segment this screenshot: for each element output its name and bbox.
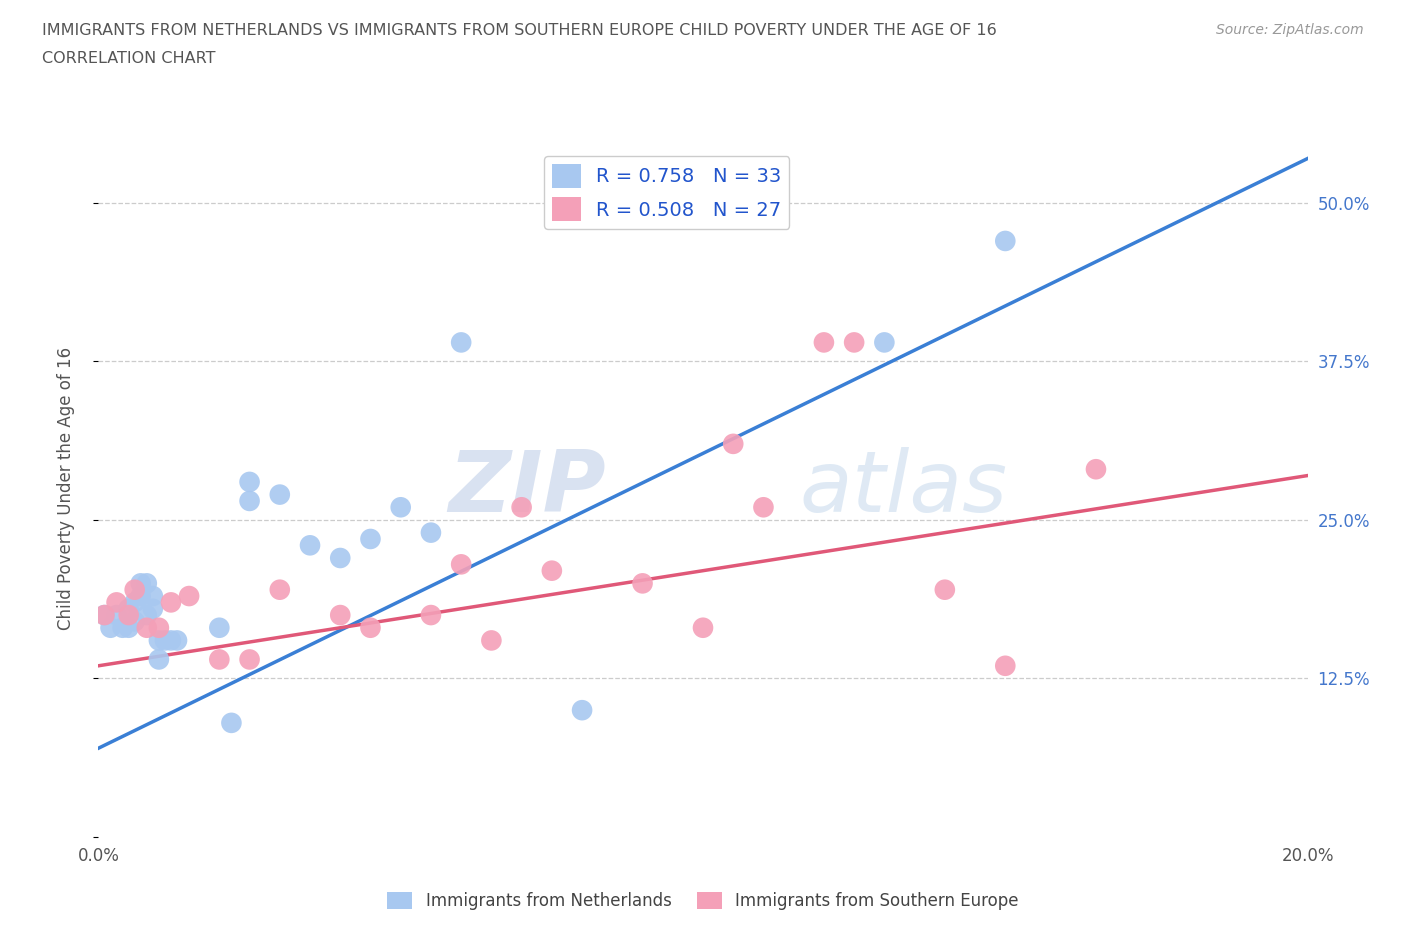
Point bbox=[239, 474, 262, 489]
Point bbox=[179, 589, 201, 604]
Point bbox=[269, 487, 291, 502]
Point bbox=[124, 582, 146, 597]
Point bbox=[105, 595, 128, 610]
Text: CORRELATION CHART: CORRELATION CHART bbox=[42, 51, 215, 66]
Point bbox=[329, 607, 352, 622]
Point bbox=[692, 620, 714, 635]
Point bbox=[239, 494, 262, 509]
Point bbox=[118, 602, 141, 617]
Point bbox=[571, 703, 593, 718]
Y-axis label: Child Poverty Under the Age of 16: Child Poverty Under the Age of 16 bbox=[56, 347, 75, 630]
Point bbox=[221, 715, 243, 730]
Point bbox=[135, 576, 157, 591]
Point bbox=[813, 335, 835, 350]
Point bbox=[148, 620, 170, 635]
Point bbox=[160, 633, 183, 648]
Point bbox=[208, 620, 231, 635]
Point bbox=[100, 620, 122, 635]
Point bbox=[118, 620, 141, 635]
Point bbox=[239, 652, 262, 667]
Legend: R = 0.758   N = 33, R = 0.508   N = 27: R = 0.758 N = 33, R = 0.508 N = 27 bbox=[544, 156, 790, 229]
Point bbox=[166, 633, 188, 648]
Point bbox=[135, 607, 157, 622]
Point bbox=[129, 576, 152, 591]
Point bbox=[135, 620, 157, 635]
Point bbox=[329, 551, 352, 565]
Point bbox=[360, 532, 382, 547]
Point bbox=[142, 602, 165, 617]
Point bbox=[105, 607, 128, 622]
Legend: Immigrants from Netherlands, Immigrants from Southern Europe: Immigrants from Netherlands, Immigrants … bbox=[381, 885, 1025, 917]
Point bbox=[160, 595, 183, 610]
Point bbox=[510, 499, 533, 514]
Point bbox=[208, 652, 231, 667]
Point bbox=[994, 233, 1017, 248]
Point bbox=[148, 652, 170, 667]
Text: Source: ZipAtlas.com: Source: ZipAtlas.com bbox=[1216, 23, 1364, 37]
Point bbox=[450, 557, 472, 572]
Point bbox=[481, 633, 503, 648]
Point bbox=[124, 614, 146, 629]
Point bbox=[129, 589, 152, 604]
Point bbox=[994, 658, 1017, 673]
Point bbox=[111, 620, 134, 635]
Point bbox=[1085, 462, 1108, 477]
Point bbox=[723, 436, 745, 451]
Point bbox=[450, 335, 472, 350]
Point bbox=[934, 582, 956, 597]
Point bbox=[420, 607, 443, 622]
Point bbox=[752, 499, 775, 514]
Point bbox=[124, 595, 146, 610]
Point bbox=[269, 582, 291, 597]
Point bbox=[631, 576, 654, 591]
Point bbox=[360, 620, 382, 635]
Point bbox=[153, 633, 176, 648]
Point bbox=[844, 335, 866, 350]
Point bbox=[540, 564, 562, 578]
Point bbox=[142, 589, 165, 604]
Text: ZIP: ZIP bbox=[449, 446, 606, 530]
Text: IMMIGRANTS FROM NETHERLANDS VS IMMIGRANTS FROM SOUTHERN EUROPE CHILD POVERTY UND: IMMIGRANTS FROM NETHERLANDS VS IMMIGRANT… bbox=[42, 23, 997, 38]
Point bbox=[118, 607, 141, 622]
Point bbox=[93, 607, 115, 622]
Point bbox=[93, 607, 115, 622]
Point bbox=[299, 538, 322, 552]
Point bbox=[420, 525, 443, 540]
Point bbox=[389, 499, 412, 514]
Point bbox=[148, 633, 170, 648]
Point bbox=[873, 335, 896, 350]
Text: atlas: atlas bbox=[800, 446, 1008, 530]
